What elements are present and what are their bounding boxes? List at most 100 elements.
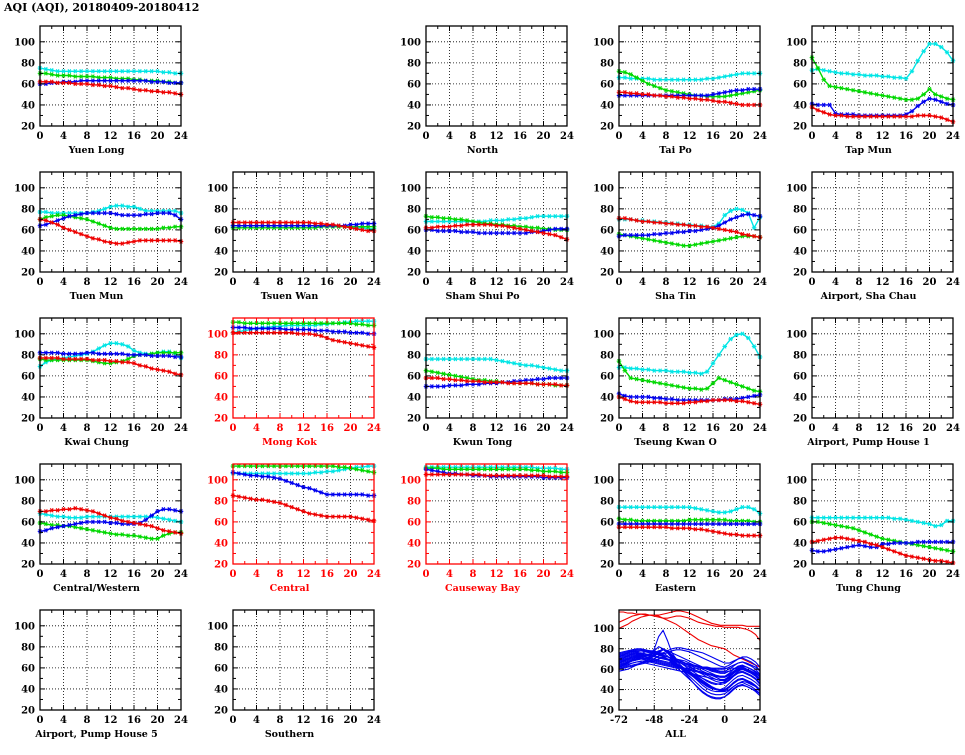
y-tick-label: 20 xyxy=(214,414,228,425)
x-tick-label: 4 xyxy=(832,423,839,434)
x-tick-label: 12 xyxy=(490,569,504,580)
x-tick-label: 24 xyxy=(560,277,574,288)
series-cyan xyxy=(616,504,763,516)
panel-title-tung-chung: Tung Chung xyxy=(836,583,901,594)
y-tick-label: 20 xyxy=(21,414,35,425)
x-tick-label: 16 xyxy=(127,423,141,434)
panel-central: 0 4 8 12 16 20 24 20 40 60 80 100 Central xyxy=(193,454,386,600)
x-tick-label: 24 xyxy=(367,277,381,288)
y-tick-label: 20 xyxy=(600,706,614,717)
y-tick-label: 60 xyxy=(793,79,807,90)
x-tick-label: 12 xyxy=(490,423,504,434)
panel-tseung-kwan-o: 0 4 8 12 16 20 24 20 40 60 80 100 Tseung Kwan O xyxy=(579,308,772,454)
panel-title-tap-mun: Tap Mun xyxy=(845,145,892,156)
x-tick-label: 0 xyxy=(423,569,430,580)
x-tick-label: 24 xyxy=(560,569,574,580)
series-blue xyxy=(37,210,184,228)
x-tick-label: 12 xyxy=(876,569,890,580)
x-tick-label: 12 xyxy=(876,131,890,142)
x-tick-label: 4 xyxy=(446,569,453,580)
series-roadside-2 xyxy=(618,613,761,641)
x-tick-label: 8 xyxy=(856,569,863,580)
panel-title-airport-pump-house-5: Airport, Pump House 5 xyxy=(35,729,158,740)
x-tick-label: 12 xyxy=(297,715,311,726)
panel-central-western: 0 4 8 12 16 20 24 20 40 60 80 100 Central/Western xyxy=(0,454,193,600)
series-green xyxy=(809,55,956,102)
panel-title-airport-pump-house-1: Airport, Pump House 1 xyxy=(807,437,930,448)
panel-title-kwun-tong: Kwun Tong xyxy=(452,437,513,448)
plot-area-kwun-tong: 0 4 8 12 16 20 24 20 40 60 80 100 xyxy=(400,317,574,434)
y-tick-label: 60 xyxy=(214,371,228,382)
y-tick-label: 80 xyxy=(793,496,807,507)
series-general-19 xyxy=(618,653,761,692)
x-tick-label: 0 xyxy=(809,569,816,580)
y-tick-label: 20 xyxy=(407,414,421,425)
series-general-20 xyxy=(618,656,761,686)
x-tick-label: 16 xyxy=(127,715,141,726)
x-tick-label: 12 xyxy=(683,423,697,434)
panel-empty-22 xyxy=(386,600,579,746)
y-tick-label: 60 xyxy=(214,517,228,528)
y-tick-label: 20 xyxy=(793,268,807,279)
x-tick-label: 8 xyxy=(84,131,91,142)
y-tick-label: 80 xyxy=(407,58,421,69)
x-tick-label: 20 xyxy=(730,423,744,434)
y-tick-label: 80 xyxy=(21,58,35,69)
panel-sham-shui-po: 0 4 8 12 16 20 24 20 40 60 80 100 Sham Shui Po xyxy=(386,162,579,308)
x-tick-label: 20 xyxy=(537,423,551,434)
x-tick-label: 24 xyxy=(367,715,381,726)
y-tick-label: 100 xyxy=(593,475,614,486)
x-tick-label: 16 xyxy=(706,423,720,434)
y-tick-label: 20 xyxy=(600,268,614,279)
panel-title-airport-sha-chau: Airport, Sha Chau xyxy=(820,291,917,302)
y-tick-label: 20 xyxy=(407,268,421,279)
x-tick-label: 24 xyxy=(174,569,188,580)
series-red xyxy=(423,375,570,388)
x-tick-label: 20 xyxy=(923,277,937,288)
y-tick-label: 40 xyxy=(407,539,421,550)
y-tick-label: 40 xyxy=(21,539,35,550)
y-tick-label: 80 xyxy=(600,204,614,215)
x-tick-label: 4 xyxy=(446,131,453,142)
x-tick-label: 4 xyxy=(832,131,839,142)
y-tick-label: 20 xyxy=(21,706,35,717)
y-tick-label: 60 xyxy=(793,225,807,236)
y-tick-label: 40 xyxy=(407,101,421,112)
plot-area-all: -72 -48 -24 0 24 20 40 60 80 100 xyxy=(593,609,767,726)
panel-title-central: Central xyxy=(269,583,310,594)
panel-tap-mun: 0 4 8 12 16 20 24 20 40 60 80 100 Tap Mun xyxy=(772,16,965,162)
x-tick-label: 0 xyxy=(230,277,237,288)
plot-area-airport-pump-house-5: 0 4 8 12 16 20 24 20 40 60 80 100 xyxy=(14,609,188,726)
y-tick-label: 60 xyxy=(407,517,421,528)
series-red xyxy=(616,524,763,538)
series-green xyxy=(37,212,184,232)
series-cyan xyxy=(37,203,184,216)
plot-area-sha-tin: 0 4 8 12 16 20 24 20 40 60 80 100 xyxy=(593,171,767,288)
x-tick-label: 8 xyxy=(663,131,670,142)
x-tick-label: 0 xyxy=(423,277,430,288)
y-tick-label: 60 xyxy=(600,517,614,528)
x-tick-label: 16 xyxy=(899,423,913,434)
x-tick-label: 0 xyxy=(616,131,623,142)
y-tick-label: 100 xyxy=(786,329,807,340)
y-tick-label: 100 xyxy=(207,329,228,340)
panel-title-tsuen-wan: Tsuen Wan xyxy=(260,291,319,302)
x-tick-label: 16 xyxy=(706,569,720,580)
y-tick-label: 60 xyxy=(21,371,35,382)
y-tick-label: 40 xyxy=(214,685,228,696)
plot-area-tseung-kwan-o: 0 4 8 12 16 20 24 20 40 60 80 100 xyxy=(593,317,767,434)
x-tick-label: 0 xyxy=(37,715,44,726)
y-tick-label: 40 xyxy=(407,247,421,258)
y-tick-label: 60 xyxy=(21,225,35,236)
x-tick-label: 24 xyxy=(753,569,767,580)
y-tick-label: 80 xyxy=(600,350,614,361)
y-tick-label: 40 xyxy=(214,247,228,258)
y-tick-label: 20 xyxy=(214,706,228,717)
x-tick-label: 24 xyxy=(174,423,188,434)
series-green xyxy=(616,358,763,394)
panel-yuen-long: 0 4 8 12 16 20 24 20 40 60 80 100 Yuen Long xyxy=(0,16,193,162)
x-tick-label: 16 xyxy=(127,131,141,142)
plot-area-mong-kok: 0 4 8 12 16 20 24 20 40 60 80 100 xyxy=(207,317,381,434)
series-blue xyxy=(37,350,184,360)
y-tick-label: 40 xyxy=(214,393,228,404)
